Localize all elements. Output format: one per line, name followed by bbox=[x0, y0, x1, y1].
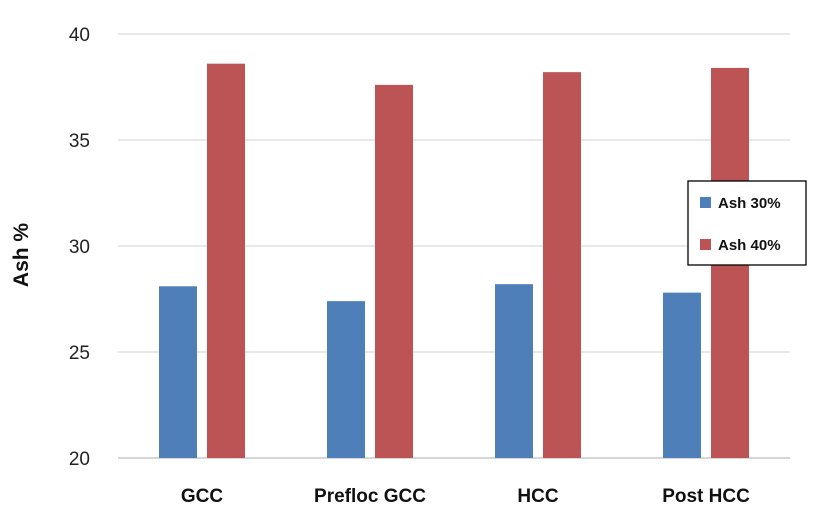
x-axis-labels: GCC Prefloc GCC HCC Post HCC bbox=[181, 486, 750, 507]
legend-swatch-ash-40 bbox=[700, 239, 711, 250]
bar-hcc-ash-40 bbox=[543, 72, 581, 458]
x-category-label: HCC bbox=[517, 486, 558, 507]
bar-post-hcc-ash-30 bbox=[663, 292, 701, 458]
bar-prefloc-gcc-ash-30 bbox=[327, 301, 365, 458]
y-tick-label: 40 bbox=[69, 25, 90, 46]
bars bbox=[159, 63, 749, 459]
bar-prefloc-gcc-ash-40 bbox=[375, 84, 413, 458]
legend-box bbox=[687, 180, 807, 266]
y-tick-label: 25 bbox=[69, 343, 90, 364]
legend: Ash 30% Ash 40% bbox=[687, 180, 807, 266]
y-tick-label: 30 bbox=[69, 237, 90, 258]
y-axis-ticks: 20 25 30 35 40 bbox=[69, 25, 90, 470]
bar-gcc-ash-40 bbox=[207, 63, 245, 459]
bar-hcc-ash-30 bbox=[495, 284, 533, 458]
bar-gcc-ash-30 bbox=[159, 286, 197, 458]
legend-label-ash-40: Ash 40% bbox=[718, 237, 781, 254]
y-tick-label: 20 bbox=[69, 449, 90, 470]
x-category-label: Prefloc GCC bbox=[314, 486, 426, 507]
legend-label-ash-30: Ash 30% bbox=[718, 195, 781, 212]
y-axis-label: Ash % bbox=[10, 223, 33, 288]
x-category-label: GCC bbox=[181, 486, 224, 507]
y-tick-label: 35 bbox=[69, 131, 90, 152]
x-category-label: Post HCC bbox=[662, 486, 750, 507]
legend-swatch-ash-30 bbox=[700, 197, 711, 208]
